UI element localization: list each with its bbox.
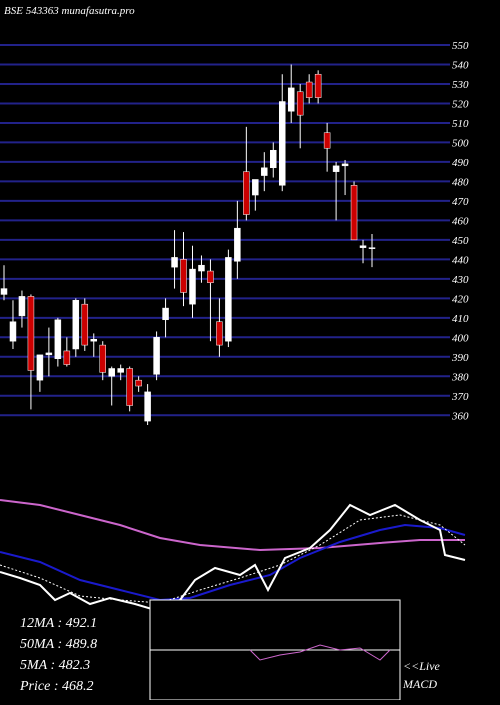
y-tick-label: 430	[452, 274, 469, 286]
y-tick-label: 380	[451, 371, 469, 383]
candle-body	[305, 81, 313, 98]
y-tick-label: 400	[452, 332, 469, 344]
y-tick-label: 550	[452, 40, 469, 52]
y-tick-label: 460	[452, 215, 469, 227]
live-label: <<Live	[403, 659, 441, 673]
candle-body	[63, 350, 71, 365]
candle-body	[90, 339, 98, 342]
y-tick-label: 440	[452, 254, 469, 266]
candle-body	[234, 227, 241, 262]
candle-body	[9, 321, 17, 342]
candle-body	[359, 245, 367, 248]
y-tick-label: 540	[452, 59, 469, 71]
signal-line	[0, 514, 466, 604]
candle-body	[135, 379, 142, 387]
ma-line	[0, 523, 466, 602]
candle-body	[332, 165, 340, 172]
candle-body	[180, 259, 187, 293]
candle-body	[54, 319, 62, 359]
indicator-label: 12MA : 492.1	[20, 616, 97, 631]
candle-body	[72, 300, 80, 350]
y-tick-label: 410	[452, 313, 469, 325]
indicator-label: Price : 468.2	[19, 679, 93, 694]
candle-body	[243, 171, 250, 215]
candle-body	[27, 296, 35, 371]
price-line	[0, 503, 466, 612]
y-tick-label: 420	[452, 293, 469, 305]
candle-body	[225, 257, 232, 342]
candle-body	[81, 303, 89, 346]
y-tick-label: 530	[452, 79, 469, 91]
candle-body	[216, 321, 223, 346]
y-tick-label: 470	[452, 196, 469, 208]
candle-body	[45, 352, 53, 356]
y-tick-label: 500	[452, 137, 469, 149]
candle-body	[126, 368, 133, 406]
ma-line	[0, 499, 465, 552]
candle-body	[198, 264, 205, 272]
candle-body	[36, 354, 44, 381]
candle-body	[314, 73, 322, 98]
y-tick-label: 390	[451, 352, 469, 364]
indicator-label: 50MA : 489.8	[20, 637, 97, 652]
candle-body	[153, 337, 160, 375]
candle-body	[350, 185, 358, 241]
candle-body	[108, 368, 115, 377]
y-tick-label: 450	[452, 235, 469, 247]
candle-body	[341, 163, 349, 167]
candle-body	[144, 391, 151, 422]
candle-body	[323, 132, 331, 149]
candle-body	[18, 296, 26, 317]
candle-body	[171, 257, 178, 268]
y-tick-label: 510	[452, 118, 469, 130]
candle-body	[117, 368, 124, 373]
candle-body	[296, 91, 304, 116]
y-tick-label: 480	[452, 176, 469, 188]
macd-line	[249, 644, 391, 661]
candle-body	[368, 247, 376, 249]
candle-body	[207, 270, 214, 283]
candle-body	[261, 167, 268, 176]
candle-body	[189, 268, 196, 305]
candle-body	[278, 101, 286, 186]
indicator-label: 5MA : 482.3	[20, 658, 90, 673]
chart-title: BSE 543363 munafasutra.pro	[4, 5, 135, 17]
candle-body	[252, 179, 259, 196]
candle-body	[0, 288, 8, 295]
candle-body	[99, 344, 106, 373]
y-tick-label: 370	[451, 391, 469, 403]
candle-body	[287, 87, 295, 112]
macd-label: MACD	[402, 677, 437, 691]
candle-body	[162, 307, 169, 321]
y-tick-label: 360	[451, 410, 469, 422]
y-tick-label: 520	[452, 98, 469, 110]
y-tick-label: 490	[452, 157, 469, 169]
candle-body	[270, 149, 277, 169]
